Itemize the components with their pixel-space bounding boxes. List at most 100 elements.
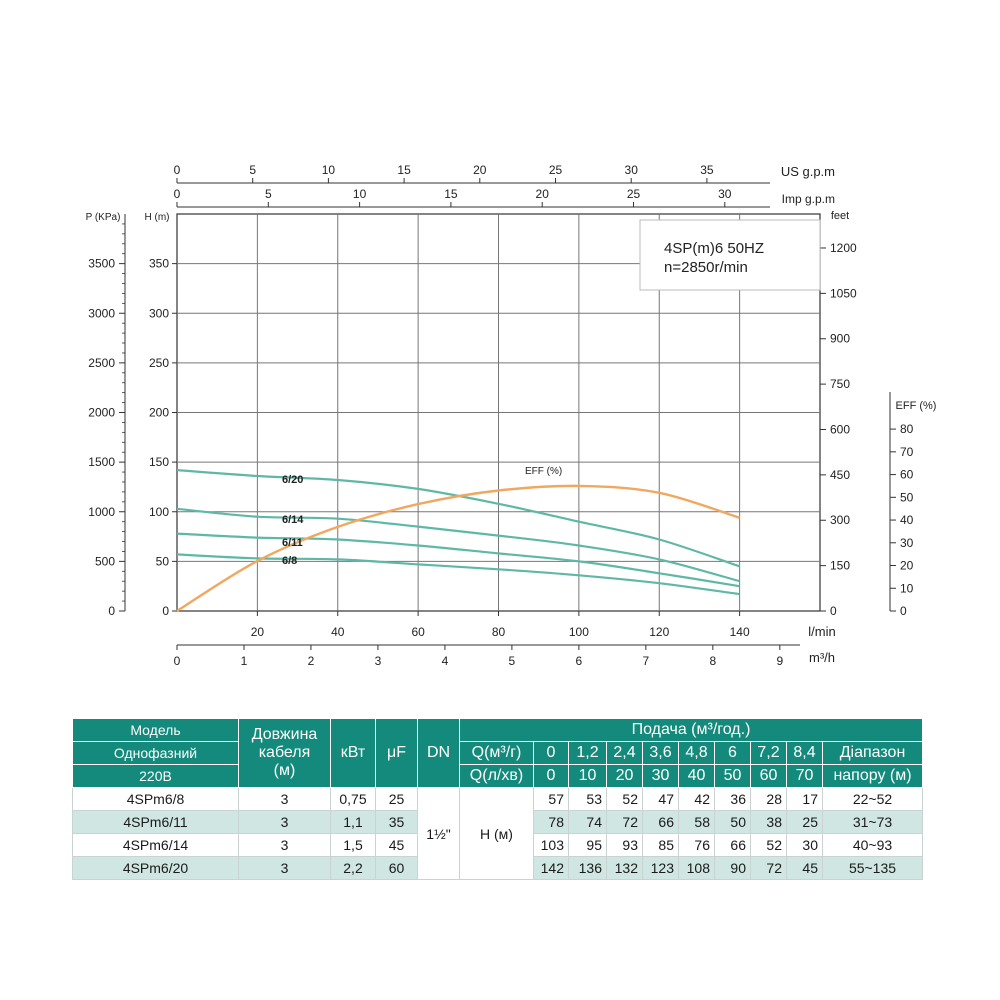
kpa-tick-label: 3500 bbox=[88, 257, 115, 271]
head-tick-label: 0 bbox=[162, 604, 169, 618]
cell-head-value: 108 bbox=[678, 856, 715, 880]
cell-cable: 3 bbox=[238, 787, 331, 811]
kpa-tick-label: 1000 bbox=[88, 505, 115, 519]
kpa-tick-label: 1500 bbox=[88, 455, 115, 469]
cell-cable: 3 bbox=[238, 810, 331, 834]
feet-tick-label: 300 bbox=[830, 513, 850, 527]
cell-range: 40~93 bbox=[822, 833, 923, 857]
header-q-m3h-value: 8,4 bbox=[786, 741, 823, 765]
eff-tick-label: 80 bbox=[900, 422, 914, 436]
imp-gpm-tick-label: 5 bbox=[265, 187, 272, 201]
imp-gpm-axis-label: Imp g.p.m bbox=[782, 192, 835, 206]
eff-tick-label: 20 bbox=[900, 559, 914, 573]
header-q-m3h-value: 0 bbox=[533, 741, 569, 765]
cell-model: 4SPm6/11 bbox=[72, 810, 239, 834]
us-gpm-tick-label: 20 bbox=[473, 163, 487, 177]
curve-6-20 bbox=[176, 469, 740, 568]
cell-head-value: 66 bbox=[642, 810, 679, 834]
cell-head-value: 58 bbox=[678, 810, 715, 834]
header-kw: кВт bbox=[330, 718, 376, 788]
lmin-tick-label: 60 bbox=[411, 625, 425, 639]
cell-head-value: 103 bbox=[533, 833, 569, 857]
cell-head-value: 17 bbox=[786, 787, 823, 811]
feet-tick-label: 150 bbox=[830, 559, 850, 573]
cell-uf: 25 bbox=[375, 787, 418, 811]
cell-head-value: 72 bbox=[750, 856, 787, 880]
chart-title-line1: 4SP(m)6 50HZ bbox=[664, 240, 764, 257]
header-q-m3h-label: Q(м³/г) bbox=[459, 741, 534, 765]
cell-head-value: 72 bbox=[606, 810, 643, 834]
header-q-m3h-value: 6 bbox=[714, 741, 751, 765]
feet-tick-label: 900 bbox=[830, 332, 850, 346]
m3h-tick-label: 3 bbox=[375, 654, 382, 668]
cell-uf: 35 bbox=[375, 810, 418, 834]
us-gpm-tick-label: 10 bbox=[322, 163, 336, 177]
m3h-tick-label: 7 bbox=[643, 654, 650, 668]
eff-axis-label: EFF (%) bbox=[896, 400, 937, 412]
cell-head-value: 85 bbox=[642, 833, 679, 857]
feet-axis-label: feet bbox=[831, 210, 849, 222]
cell-kw: 0,75 bbox=[330, 787, 376, 811]
us-gpm-tick-label: 35 bbox=[700, 163, 714, 177]
curve-6-8 bbox=[176, 553, 740, 596]
m3h-tick-label: 5 bbox=[509, 654, 516, 668]
cell-uf: 60 bbox=[375, 856, 418, 880]
header-cable: Довжина кабеля (м) bbox=[238, 718, 331, 788]
imp-gpm-tick-label: 20 bbox=[536, 187, 550, 201]
head-tick-label: 150 bbox=[149, 455, 169, 469]
curve-6-14 bbox=[176, 507, 740, 583]
curve-eff- bbox=[176, 484, 740, 613]
head-tick-label: 100 bbox=[149, 505, 169, 519]
lmin-tick-label: 100 bbox=[569, 625, 589, 639]
us-gpm-tick-label: 25 bbox=[549, 163, 563, 177]
imp-gpm-tick-label: 0 bbox=[174, 187, 181, 201]
lmin-tick-label: 80 bbox=[492, 625, 506, 639]
us-gpm-tick-label: 0 bbox=[174, 163, 181, 177]
cell-head-value: 42 bbox=[678, 787, 715, 811]
header-q-m3h-value: 1,2 bbox=[568, 741, 607, 765]
kpa-tick-label: 0 bbox=[108, 604, 115, 618]
cell-head-value: 132 bbox=[606, 856, 643, 880]
series-label-6-14: 6/14 bbox=[282, 514, 304, 526]
cell-head-value: 53 bbox=[568, 787, 607, 811]
head-tick-label: 50 bbox=[156, 554, 170, 568]
series-label-eff-: EFF (%) bbox=[525, 466, 562, 477]
us-gpm-axis-label: US g.p.m bbox=[781, 164, 835, 179]
cell-head-value: 52 bbox=[750, 833, 787, 857]
cell-head-value: 93 bbox=[606, 833, 643, 857]
header-q-m3h-value: 4,8 bbox=[678, 741, 715, 765]
cell-head-value: 76 bbox=[678, 833, 715, 857]
lmin-tick-label: 40 bbox=[331, 625, 345, 639]
cell-range: 31~73 bbox=[822, 810, 923, 834]
cell-head-value: 28 bbox=[750, 787, 787, 811]
feet-tick-label: 1200 bbox=[830, 241, 857, 255]
header-cable-l3: (м) bbox=[273, 762, 296, 779]
cell-kw: 1,1 bbox=[330, 810, 376, 834]
lmin-tick-label: 20 bbox=[251, 625, 265, 639]
m3h-tick-label: 2 bbox=[308, 654, 315, 668]
chart-title-line2: n=2850r/min bbox=[664, 259, 748, 276]
imp-gpm-tick-label: 15 bbox=[444, 187, 458, 201]
eff-tick-label: 30 bbox=[900, 536, 914, 550]
us-gpm-tick-label: 5 bbox=[249, 163, 256, 177]
chart-curves bbox=[176, 469, 740, 613]
head-tick-label: 200 bbox=[149, 406, 169, 420]
chart-labels: 6/20 6/14 6/11 6/8 EFF (%) bbox=[282, 466, 562, 567]
cell-head-value: 136 bbox=[568, 856, 607, 880]
cell-kw: 2,2 bbox=[330, 856, 376, 880]
header-q-lmin-value: 10 bbox=[568, 764, 607, 788]
cell-uf: 45 bbox=[375, 833, 418, 857]
feet-tick-label: 1050 bbox=[830, 286, 857, 300]
cell-head-value: 123 bbox=[642, 856, 679, 880]
cell-head-value: 95 bbox=[568, 833, 607, 857]
header-q-lmin-value: 30 bbox=[642, 764, 679, 788]
header-range-l1: Діапазон bbox=[822, 741, 923, 765]
header-model-phase: Однофазний bbox=[72, 741, 239, 765]
cell-head-value: 90 bbox=[714, 856, 751, 880]
header-cable-l1: Довжина bbox=[251, 726, 318, 743]
head-tick-label: 350 bbox=[149, 257, 169, 271]
kpa-axis-label: P (KPa) bbox=[86, 212, 121, 223]
cell-head-value: 36 bbox=[714, 787, 751, 811]
cell-model: 4SPm6/20 bbox=[72, 856, 239, 880]
